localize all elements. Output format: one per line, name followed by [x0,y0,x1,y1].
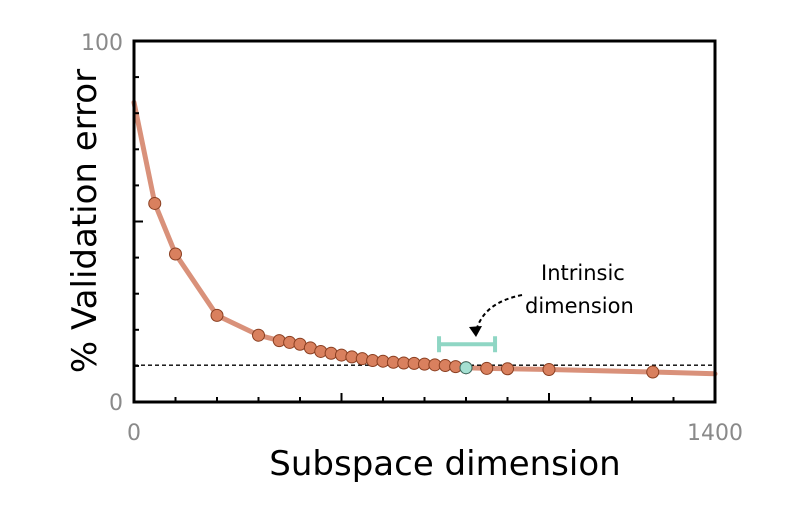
data-point [501,362,514,376]
data-points-layer [148,196,660,379]
y-tick-label-min: 0 [109,391,123,416]
data-point [252,328,265,342]
data-point [148,196,162,210]
data-point [169,247,182,261]
plot-frame-layer [132,39,717,404]
annotation-arrow-line [475,294,523,332]
y-axis-title: % Validation error [65,69,105,373]
x-tick-label-max: 1400 [687,421,743,446]
y-tick-label-max: 100 [81,31,123,56]
x-tick-label-min: 0 [127,421,141,446]
intrinsic-dimension-point [459,361,473,375]
plot-frame [132,39,717,404]
error-curve-layer [131,99,718,377]
intrinsic-interval-layer [437,336,498,353]
annotation-line-1: Intrinsic [541,261,625,285]
data-point [542,363,556,377]
x-axis-title: Subspace dimension [269,444,620,484]
annotation-line-2: dimension [525,294,634,318]
annotation-arrow-head [469,326,482,337]
data-point [646,365,660,379]
annotation-layer: Intrinsic dimension [469,261,634,337]
data-point [210,308,224,322]
axis-ticks-layer [134,76,675,402]
validation-error-line [131,99,718,377]
data-point [480,361,494,375]
